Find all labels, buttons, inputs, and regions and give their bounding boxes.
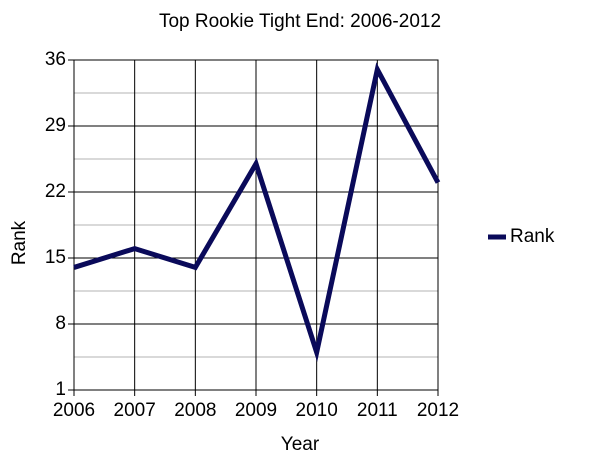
y-tick-label: 1 (55, 379, 66, 400)
y-tick-label: 29 (45, 115, 66, 136)
data-line (73, 62, 441, 362)
x-tick-label: 2012 (417, 400, 459, 421)
legend-label: Rank (510, 226, 555, 247)
y-tick-label: 8 (55, 313, 66, 334)
y-tick-label: 15 (45, 247, 66, 268)
y-tick-label: 36 (45, 49, 66, 70)
chart-title: Top Rookie Tight End: 2006-2012 (159, 11, 441, 32)
y-axis-label: Rank (9, 220, 30, 265)
x-tick-label: 2009 (235, 400, 277, 421)
plot-frame (73, 59, 439, 391)
x-tick-label: 2007 (114, 400, 156, 421)
x-tick-label: 2006 (53, 400, 95, 421)
x-axis-label: Year (281, 434, 320, 455)
x-tick-label: 2011 (357, 400, 398, 421)
x-tick-label: 2010 (296, 400, 338, 421)
x-tick-label: 2008 (174, 400, 216, 421)
y-tick-label: 22 (45, 181, 66, 202)
